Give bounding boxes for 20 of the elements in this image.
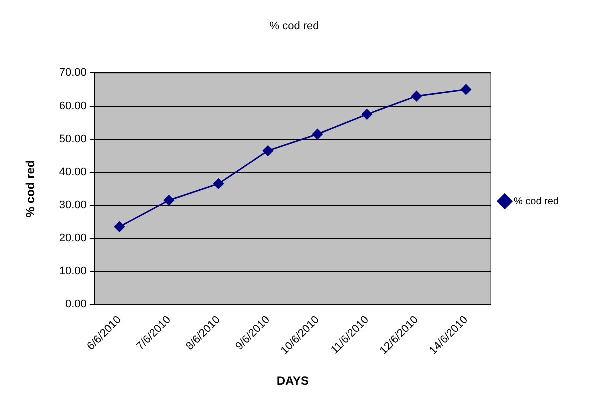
y-axis-title: % cod red (24, 160, 38, 218)
legend-label: % cod red (514, 196, 560, 208)
point (114, 222, 125, 232)
y-tick-label: 0.00 (66, 298, 87, 311)
point (164, 195, 174, 206)
y-tick-label: 20.00 (59, 232, 87, 245)
y-tick-label: 40.00 (59, 166, 87, 178)
x-axis-title: DAYS (276, 374, 310, 388)
point (262, 146, 274, 156)
point (362, 109, 372, 120)
y-tick-label: 30.00 (59, 199, 87, 212)
point (213, 178, 224, 190)
y-tick-label: 60.00 (59, 100, 87, 112)
y-tick-label: 50.00 (59, 133, 87, 146)
y-tick-label: 70.00 (59, 67, 87, 80)
y-tick-label: 10.00 (59, 266, 87, 278)
point (411, 91, 422, 102)
point (312, 129, 323, 140)
chart-title: % cod red (270, 20, 320, 33)
point (460, 84, 472, 95)
